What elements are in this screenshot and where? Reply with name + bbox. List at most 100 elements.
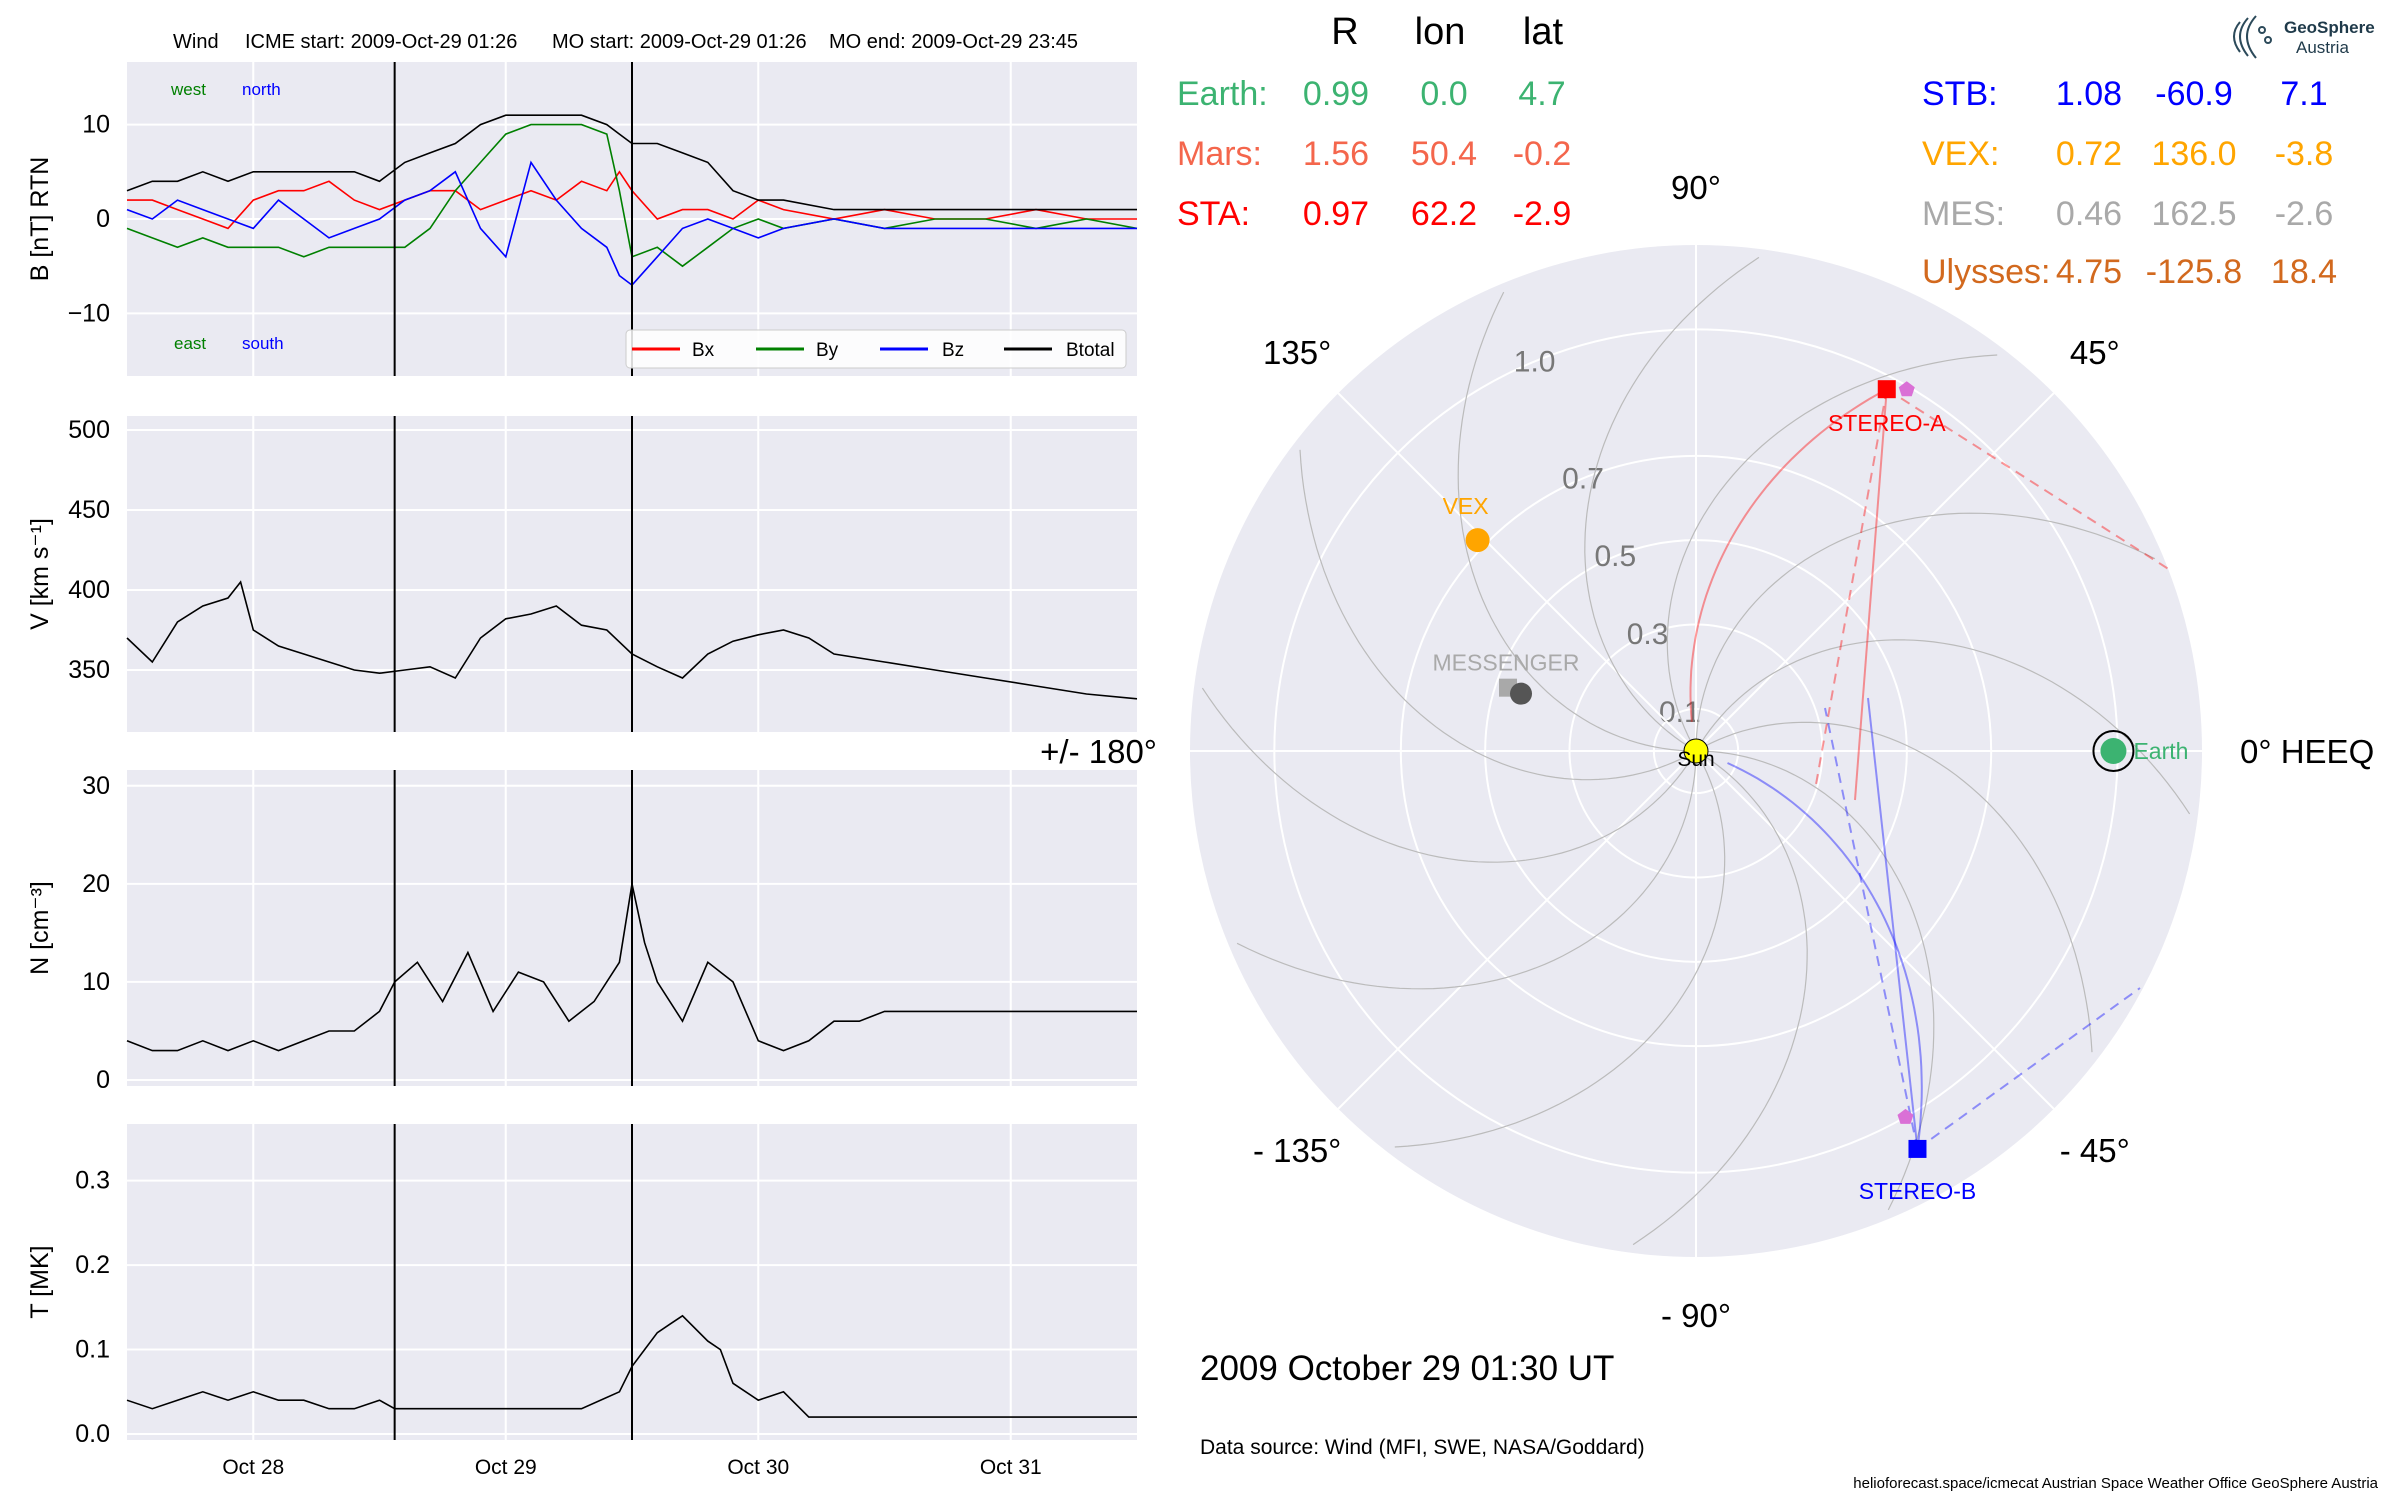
table-row: Ulysses: 4.75 -125.8 18.4	[1922, 253, 2337, 291]
earth-marker	[2100, 738, 2127, 764]
geosphere-logo: GeoSphere Austria	[2233, 15, 2375, 59]
series-btotal	[126, 114, 1137, 211]
table-row: VEX: 0.72 136.0 -3.8	[1922, 135, 2333, 173]
magnetic-field-line	[1727, 762, 1923, 1150]
lon-value: -60.9	[2155, 75, 2233, 113]
body-name: Mars:	[1177, 135, 1262, 173]
legend-by-label: By	[816, 340, 839, 361]
spiral-guide-line	[1299, 449, 1697, 781]
polar-grid: 0.1 0.3 0.5 0.7 1.0 0° HEEQ 45° 90° 135° +/- 180°…	[1040, 169, 2374, 1334]
lat-value: -3.8	[2275, 135, 2334, 173]
y-tick-label: 10	[82, 968, 110, 996]
pentagon-marker	[1898, 381, 1915, 397]
logo-line2: Austria	[2296, 38, 2349, 57]
y-axis-label: B [nT] RTN	[26, 157, 54, 282]
y-axis-label: T [MK]	[26, 1245, 54, 1318]
angle-label: 45°	[2070, 334, 2120, 371]
spiral-guide-line	[1236, 750, 1697, 990]
y-tick-label: 350	[68, 656, 110, 684]
angle-label: - 90°	[1661, 1297, 1731, 1334]
r-tick-label: 0.7	[1562, 462, 1604, 495]
r-tick-label: 1.0	[1514, 345, 1556, 378]
y-tick-label: 0.0	[75, 1420, 110, 1448]
body-name: STA:	[1177, 195, 1250, 233]
body-name: STB:	[1922, 75, 1998, 113]
table-row: STB: 1.08 -60.9 7.1	[1922, 75, 2328, 113]
x-tick-label: Oct 28	[222, 1456, 284, 1479]
body-name: Earth:	[1177, 75, 1268, 113]
table-row: Mars: 1.56 50.4 -0.2	[1177, 135, 1571, 173]
body-name: Ulysses:	[1922, 253, 2050, 291]
x-tick-label: Oct 30	[727, 1456, 789, 1479]
timestamp: 2009 October 29 01:30 UT	[1200, 1349, 1614, 1388]
y-tick-label: 0.3	[75, 1167, 110, 1195]
lon-value: 0.0	[1420, 75, 1467, 113]
earth-label: Earth	[2133, 738, 2188, 764]
south-label: south	[242, 334, 284, 353]
r-value: 4.75	[2056, 253, 2122, 291]
spiral-guide-line	[1457, 291, 1697, 752]
y-tick-label: 10	[82, 111, 110, 139]
y-tick-label: 30	[82, 772, 110, 800]
angular-gridline	[1337, 392, 1697, 752]
east-label: east	[174, 334, 206, 353]
table-header-lon: lon	[1415, 11, 1466, 53]
footer-credits: helioforecast.space/icmecat Austrian Spa…	[1853, 1475, 2378, 1492]
field-line-dashed	[1824, 707, 1919, 1150]
y-axis-label: N [cm⁻³]	[26, 881, 54, 975]
messenger-planet-marker	[1510, 682, 1533, 705]
polar-field-lines	[1689, 388, 2171, 1150]
vex-marker	[1465, 528, 1490, 553]
north-label: north	[242, 80, 281, 99]
sun-label: Sun	[1677, 748, 1714, 771]
panel-density: 30 20 10 0 N [cm⁻³]	[26, 770, 1137, 1094]
spiral-guide-line	[1695, 512, 2156, 752]
table-row: Earth: 0.99 0.0 4.7	[1177, 75, 1566, 113]
logo-mark-icon	[2233, 15, 2272, 59]
x-tick-label: Oct 29	[475, 1456, 537, 1479]
r-value: 1.56	[1303, 135, 1369, 173]
lat-value: -0.2	[1513, 135, 1572, 173]
time-series-panels: 10 0 −10 B [nT] RTN 500 450 400 350 V [km s⁻¹] 30…	[26, 62, 1138, 1479]
lat-value: -2.9	[1513, 195, 1572, 233]
x-tick-label: Oct 31	[980, 1456, 1042, 1479]
r-value: 0.97	[1303, 195, 1369, 233]
stereo-b-label: STEREO-B	[1859, 1178, 1977, 1204]
r-tick-label: 0.3	[1627, 618, 1669, 651]
lon-value: 162.5	[2151, 195, 2236, 233]
angular-gridline	[1695, 750, 2055, 1110]
table-row: STA: 0.97 62.2 -2.9	[1177, 195, 1571, 233]
y-tick-label: −10	[68, 299, 110, 327]
angle-label: +/- 180°	[1040, 733, 1157, 770]
y-tick-label: 500	[68, 416, 110, 444]
angle-label: 0° HEEQ	[2240, 733, 2374, 770]
angle-label: - 45°	[2060, 1132, 2130, 1169]
pentagon-marker	[1897, 1108, 1914, 1124]
y-axis-label: V [km s⁻¹]	[26, 518, 54, 630]
header-mo-end: MO end: 2009-Oct-29 23:45	[829, 31, 1078, 53]
y-tick-label: 400	[68, 576, 110, 604]
panel-magnetic_field: 10 0 −10 B [nT] RTN	[26, 62, 1138, 376]
angle-label: 90°	[1671, 169, 1721, 206]
magnetic-field-line	[1689, 388, 1888, 722]
r-value: 0.46	[2056, 195, 2122, 233]
lat-value: 7.1	[2280, 75, 2327, 113]
b-legend: Bx By Bz Btotal	[625, 329, 1127, 369]
panel-temperature: Oct 28 Oct 29 Oct 30 Oct 31 0.3 0.2 0.1 0.0 T [M…	[26, 1124, 1137, 1479]
y-tick-label: 20	[82, 870, 110, 898]
table-row: MES: 0.46 162.5 -2.6	[1922, 195, 2333, 233]
angle-label: - 135°	[1253, 1132, 1341, 1169]
stereo-a-label: STEREO-A	[1828, 410, 1946, 436]
logo-line1: GeoSphere	[2284, 18, 2375, 37]
spiral-guide-line	[1632, 750, 1808, 1246]
lat-value: 4.7	[1518, 75, 1565, 113]
spiral-guide-line	[1394, 750, 1726, 1148]
y-tick-label: 0	[96, 1066, 110, 1094]
lon-value: 50.4	[1411, 135, 1477, 173]
spiral-guide-line	[1695, 721, 2093, 1053]
lon-value: -125.8	[2146, 253, 2242, 291]
r-tick-label: 0.5	[1594, 540, 1636, 573]
legend-bz-label: Bz	[942, 340, 964, 361]
